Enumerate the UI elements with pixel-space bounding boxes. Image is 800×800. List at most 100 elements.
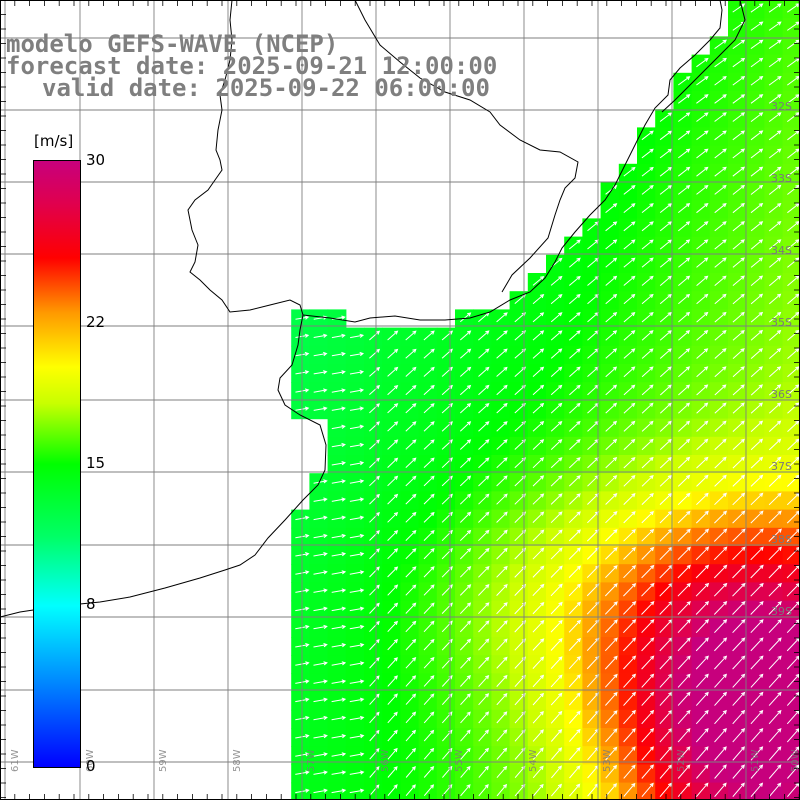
wind-arrow — [696, 239, 709, 250]
wind-arrow — [532, 747, 544, 760]
wind-arrow — [568, 275, 581, 286]
wind-arrow — [405, 493, 417, 505]
wind-arrow — [641, 312, 654, 323]
wind-arrow — [732, 673, 746, 688]
wind-arrow — [349, 788, 365, 794]
coastline — [0, 0, 327, 618]
wind-arrow — [550, 529, 563, 542]
latitude-label: 38S — [771, 533, 792, 546]
wind-arrow — [659, 148, 673, 159]
wind-arrow — [459, 439, 472, 450]
wind-arrow — [732, 293, 745, 305]
wind-arrow — [678, 275, 691, 286]
wind-arrow — [605, 348, 618, 359]
wind-arrow — [478, 693, 490, 706]
wind-arrow — [714, 348, 727, 359]
wind-arrow — [478, 493, 490, 505]
wind-arrow — [423, 693, 435, 706]
wind-arrow — [405, 457, 417, 468]
wind-arrow — [732, 348, 745, 359]
wind-arrow — [641, 474, 654, 487]
wind-arrow — [405, 566, 417, 578]
wind-arrow — [478, 602, 490, 615]
wind-arrow — [423, 584, 435, 596]
wind-arrow — [313, 497, 328, 502]
wind-arrow — [768, 764, 782, 779]
wind-arrow — [623, 384, 636, 396]
wind-arrow — [695, 673, 709, 688]
wind-arrow — [677, 474, 691, 487]
wind-arrow — [750, 329, 763, 341]
wind-arrow — [496, 330, 508, 341]
wind-arrow — [532, 312, 545, 323]
wind-arrow — [641, 601, 655, 615]
wind-arrow — [641, 510, 654, 524]
wind-arrow — [768, 130, 782, 141]
wind-arrow — [714, 420, 727, 432]
wind-arrow — [696, 76, 709, 86]
wind-arrow — [496, 547, 508, 560]
wind-arrow — [696, 112, 709, 122]
wind-arrow — [641, 384, 654, 396]
wind-arrow — [750, 420, 764, 432]
wind-arrow — [478, 565, 490, 578]
wind-arrow — [369, 330, 381, 341]
wind-arrow — [331, 533, 347, 539]
wind-arrow — [732, 528, 746, 542]
wind-arrow — [641, 764, 654, 779]
wind-arrow — [677, 728, 691, 743]
wind-arrow — [641, 492, 654, 505]
wind-arrow — [369, 748, 380, 760]
wind-arrow — [641, 293, 654, 305]
wind-arrow — [659, 239, 673, 250]
wind-arrow — [696, 275, 709, 286]
wind-arrow — [568, 637, 582, 651]
wind-arrow — [550, 421, 563, 432]
wind-arrow — [623, 601, 637, 615]
wind-arrow — [460, 765, 471, 778]
wind-arrow — [496, 783, 508, 797]
wind-arrow — [349, 461, 365, 466]
wind-arrow — [750, 166, 764, 177]
wind-arrow — [714, 402, 727, 414]
wind-arrow — [478, 729, 489, 742]
wind-arrow — [405, 529, 417, 541]
wind-arrow — [331, 570, 347, 575]
wind-arrow — [714, 112, 727, 122]
wind-arrow — [369, 620, 380, 633]
wind-arrow — [732, 366, 745, 378]
wind-arrow — [532, 529, 545, 542]
wind-arrow — [514, 602, 527, 615]
wind-arrow — [768, 202, 782, 214]
wind-arrow — [569, 348, 581, 359]
wind-arrow — [387, 657, 398, 669]
wind-arrow — [750, 184, 764, 195]
wind-arrow — [496, 638, 508, 651]
wind-arrow — [331, 424, 346, 430]
wind-arrow — [714, 673, 727, 688]
wind-arrow — [677, 456, 691, 469]
wind-arrow — [460, 656, 472, 669]
wind-arrow — [695, 510, 709, 524]
wind-arrow — [696, 148, 709, 159]
wind-arrow — [532, 511, 545, 523]
wind-arrow — [714, 148, 727, 159]
wind-arrow — [478, 457, 490, 469]
wind-arrow — [714, 746, 727, 761]
wind-arrow — [313, 715, 328, 721]
wind-arrow — [768, 329, 782, 341]
wind-arrow — [496, 529, 508, 542]
wind-arrow — [659, 203, 673, 213]
wind-arrow — [623, 728, 636, 743]
wind-arrow — [496, 674, 508, 687]
wind-arrow — [787, 257, 800, 268]
wind-arrow — [696, 764, 709, 779]
wind-arrow — [532, 439, 545, 450]
wind-arrow — [714, 293, 727, 305]
wind-arrow — [696, 384, 709, 396]
lagoon-outline — [661, 0, 746, 113]
wind-arrow — [678, 293, 691, 305]
wind-arrow — [387, 439, 399, 450]
wind-arrow — [349, 624, 365, 630]
wind-arrow — [569, 402, 581, 414]
